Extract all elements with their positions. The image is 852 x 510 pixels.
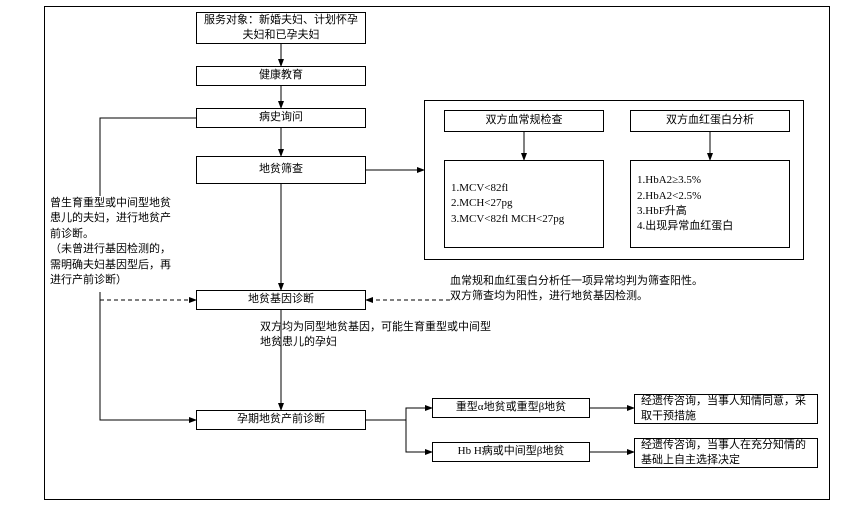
label: 病史询问	[259, 110, 303, 125]
label: 1.MCV<82fl 2.MCH<27pg 3.MCV<82fl MCH<27p…	[451, 181, 564, 227]
label: 1.HbA2≥3.5% 2.HbA2<2.5% 3.HbF升高 4.出现异常血红…	[637, 173, 733, 235]
label: 经遗传咨询，当事人在充分知情的基础上自主选择决定	[641, 438, 811, 469]
label: 服务对象：新婚夫妇、计划怀孕夫妇和已孕夫妇	[203, 13, 359, 44]
label: 地贫筛查	[259, 162, 303, 177]
label: 健康教育	[259, 68, 303, 83]
node-service-target: 服务对象：新婚夫妇、计划怀孕夫妇和已孕夫妇	[196, 12, 366, 44]
text-panel-note: 血常规和血红蛋白分析任一项异常均判为筛查阳性。双方筛查均为阳性，进行地贫基因检测…	[450, 274, 710, 305]
node-prenatal-dx: 孕期地贫产前诊断	[196, 410, 366, 430]
node-criteria-left: 1.MCV<82fl 2.MCH<27pg 3.MCV<82fl MCH<27p…	[444, 160, 604, 248]
label: 双方血常规检查	[486, 113, 563, 128]
text-left-note: 曾生育重型或中间型地贫患儿的夫妇，进行地贫产前诊断。 （未曾进行基因检测的，需明…	[50, 196, 180, 288]
node-outcome-bottom: 经遗传咨询，当事人在充分知情的基础上自主选择决定	[634, 438, 818, 468]
label: 经遗传咨询，当事人知情同意，采取干预措施	[641, 394, 811, 425]
node-history: 病史询问	[196, 108, 366, 128]
node-gene-dx: 地贫基因诊断	[196, 290, 366, 310]
node-hbh-mid: Hb H病或中间型β地贫	[432, 442, 590, 462]
node-health-edu: 健康教育	[196, 66, 366, 86]
label: 地贫基因诊断	[248, 292, 314, 307]
label: Hb H病或中间型β地贫	[458, 444, 565, 459]
label: 重型α地贫或重型β地贫	[456, 400, 566, 415]
label: 孕期地贫产前诊断	[237, 412, 325, 427]
node-severe-alpha: 重型α地贫或重型β地贫	[432, 398, 590, 418]
node-outcome-top: 经遗传咨询，当事人知情同意，采取干预措施	[634, 394, 818, 424]
node-criteria-right: 1.HbA2≥3.5% 2.HbA2<2.5% 3.HbF升高 4.出现异常血红…	[630, 160, 790, 248]
label: 双方血红蛋白分析	[666, 113, 754, 128]
node-hb-analysis: 双方血红蛋白分析	[630, 110, 790, 132]
text-mid-note: 双方均为同型地贫基因，可能生育重型或中间型地贫患儿的孕妇	[260, 320, 500, 351]
node-blood-routine: 双方血常规检查	[444, 110, 604, 132]
node-screening: 地贫筛查	[196, 156, 366, 184]
